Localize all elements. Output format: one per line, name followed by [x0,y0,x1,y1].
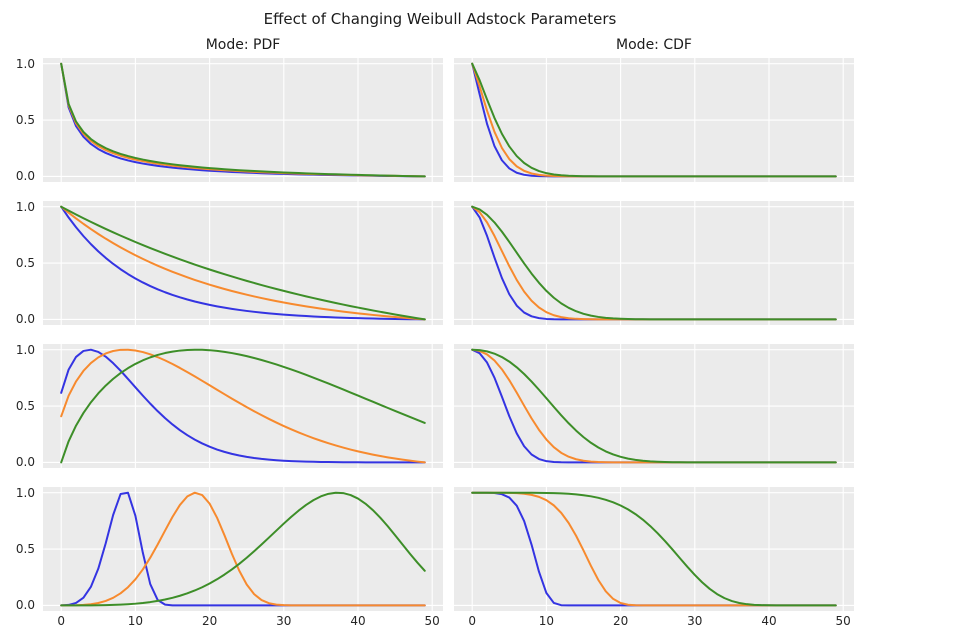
subplot-canvas [454,58,854,182]
series-line-scale-40 [60,491,426,607]
x-tick-label: 30 [276,614,292,628]
subplot-canvas [43,58,443,182]
x-tick-label: 30 [687,614,703,628]
y-tick-label: 1.0 [15,342,35,357]
y-tick-label: 0.0 [15,455,35,470]
series-line-scale-40 [60,205,426,321]
subplot-canvas [43,487,443,611]
series-line-scale-40 [471,348,837,464]
x-tick-label: 0 [468,614,476,628]
subplot-canvas [454,487,854,611]
subplot-shape1-cdf [454,201,854,325]
series-line-scale-40 [471,62,837,178]
series-line-scale-20 [60,348,426,464]
subplot-shape0.5-cdf [454,58,854,182]
y-tick-label: 0.5 [15,256,35,271]
y-tick-label: 0.5 [15,399,35,414]
subplot-canvas [454,201,854,325]
x-tick-label: 20 [201,614,218,628]
subplot-shape1.5-pdf [43,344,443,468]
x-tick-label: 40 [761,614,777,628]
subplot-shape1.5-cdf [454,344,854,468]
y-tick-label: 0.5 [15,113,35,128]
subplot-shape0.5-pdf [43,58,443,182]
subplot-canvas [454,344,854,468]
figure-title: Effect of Changing Weibull Adstock Param… [263,10,617,28]
subplot-shape1-pdf [43,201,443,325]
y-tick-label: 1.0 [15,56,35,71]
subplot-canvas [43,344,443,468]
series-line-scale-10 [60,205,426,321]
y-tick-label: 0.0 [15,312,35,327]
subplot-shape5-pdf [43,487,443,611]
column-title-pdf: Mode: PDF [205,37,281,53]
series-line-scale-20 [60,205,426,321]
column-title-cdf: Mode: CDF [616,37,692,53]
y-tick-label: 0.5 [15,542,35,557]
series-line-scale-20 [60,491,426,607]
subplot-shape5-cdf [454,487,854,611]
x-tick-label: 50 [835,614,851,628]
x-tick-label: 50 [424,614,440,628]
y-tick-label: 0.0 [15,598,35,613]
x-tick-label: 40 [350,614,366,628]
series-line-scale-40 [60,348,426,464]
subplot-canvas [43,201,443,325]
series-line-scale-40 [471,205,837,321]
y-tick-label: 1.0 [15,485,35,500]
x-tick-label: 10 [127,614,144,628]
y-tick-label: 0.0 [15,169,35,184]
series-line-scale-40 [60,62,426,178]
y-tick-label: 1.0 [15,199,35,214]
series-line-scale-40 [471,491,837,607]
x-tick-label: 10 [538,614,555,628]
x-tick-label: 0 [57,614,65,628]
x-tick-label: 20 [612,614,629,628]
